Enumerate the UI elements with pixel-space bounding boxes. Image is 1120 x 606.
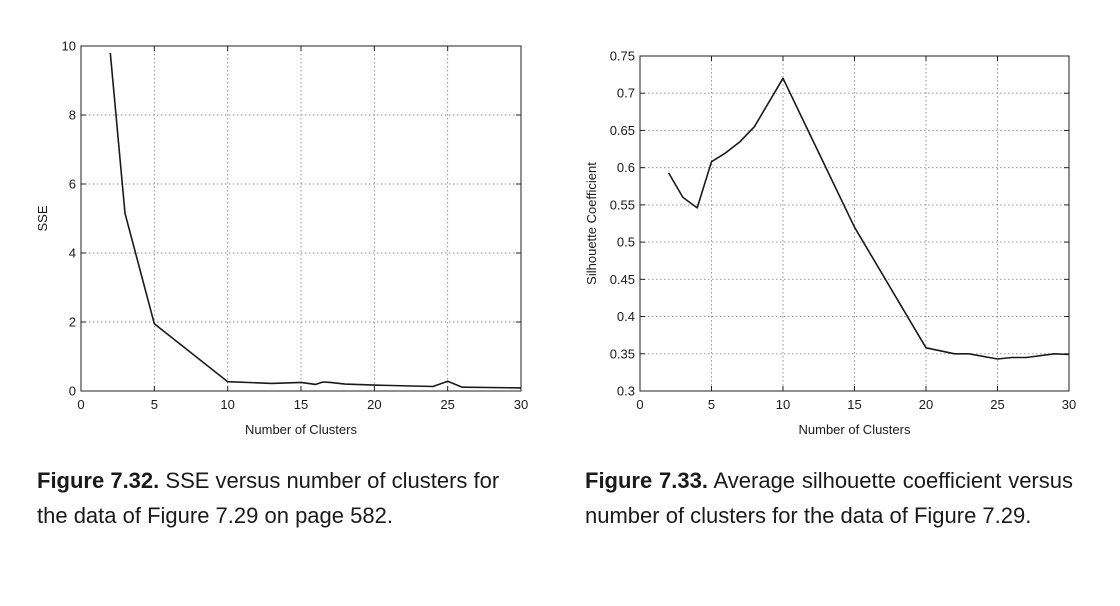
y-tick-label: 0.75 xyxy=(610,49,635,64)
caption-text: Average silhouette coefficient versus nu… xyxy=(585,468,1073,528)
figure-caption-right: Figure 7.33. Average silhouette coeffici… xyxy=(585,463,1073,533)
y-tick-label: 4 xyxy=(69,246,76,261)
series-line xyxy=(667,77,1070,360)
x-tick-label: 5 xyxy=(151,397,158,412)
y-axis-label: Silhouette Coefficient xyxy=(584,162,599,285)
x-tick-label: 30 xyxy=(1062,397,1076,412)
ticks: 0 5 10 15 20 25 30 0 2 4 6 8 10 xyxy=(62,39,529,413)
figure-silhouette: 0 5 10 15 20 25 30 0.3 0.35 0.4 0.45 0.5 0.55 0.6 0.65… xyxy=(560,0,1120,606)
y-tick-label: 0.6 xyxy=(617,160,635,175)
y-tick-label: 6 xyxy=(69,177,76,192)
y-tick-label: 0.4 xyxy=(617,309,635,324)
x-tick-label: 20 xyxy=(919,397,933,412)
silhouette-chart: 0 5 10 15 20 25 30 0.3 0.35 0.4 0.45 0.5 0.55 0.6 0.65… xyxy=(584,49,1077,438)
x-tick-label: 25 xyxy=(990,397,1004,412)
y-tick-label: 2 xyxy=(69,315,76,330)
x-tick-label: 20 xyxy=(367,397,381,412)
caption-label: Figure 7.32. xyxy=(37,468,160,493)
x-axis-label: Number of Clusters xyxy=(799,422,911,437)
figure-sse: 0 5 10 15 20 25 30 0 2 4 6 8 10 Number of Clusters SSE xyxy=(35,39,529,438)
x-tick-label: 0 xyxy=(77,397,84,412)
x-tick-label: 15 xyxy=(294,397,308,412)
y-tick-label: 0.3 xyxy=(617,384,635,399)
grid xyxy=(81,46,521,391)
caption-label: Figure 7.33. xyxy=(585,468,708,493)
x-tick-label: 0 xyxy=(636,397,643,412)
x-tick-label: 30 xyxy=(514,397,528,412)
y-tick-label: 0.5 xyxy=(617,235,635,250)
ticks: 0 5 10 15 20 25 30 0.3 0.35 0.4 0.45 0.5 0.55 0.6 0.65… xyxy=(610,49,1077,413)
x-axis-label: Number of Clusters xyxy=(245,422,357,437)
y-axis-label: SSE xyxy=(35,205,50,231)
x-tick-label: 10 xyxy=(220,397,234,412)
y-tick-label: 0.35 xyxy=(610,346,635,361)
x-tick-label: 5 xyxy=(708,397,715,412)
y-tick-label: 8 xyxy=(69,108,76,123)
y-tick-label: 0 xyxy=(69,384,76,399)
y-tick-label: 0.45 xyxy=(610,272,635,287)
caption-text: SSE versus number of clusters for the da… xyxy=(37,468,500,528)
y-tick-label: 10 xyxy=(62,39,76,54)
x-tick-label: 25 xyxy=(440,397,454,412)
y-tick-label: 0.7 xyxy=(617,86,635,101)
grid xyxy=(640,56,1069,391)
y-tick-label: 0.55 xyxy=(610,197,635,212)
sse-chart: 0 5 10 15 20 25 30 0 2 4 6 8 10 Number of Clusters SSE xyxy=(35,39,529,438)
series-line xyxy=(109,52,522,389)
x-tick-label: 15 xyxy=(847,397,861,412)
y-tick-label: 0.65 xyxy=(610,123,635,138)
figure-caption-left: Figure 7.32. SSE versus number of cluste… xyxy=(37,463,527,533)
x-tick-label: 10 xyxy=(776,397,790,412)
